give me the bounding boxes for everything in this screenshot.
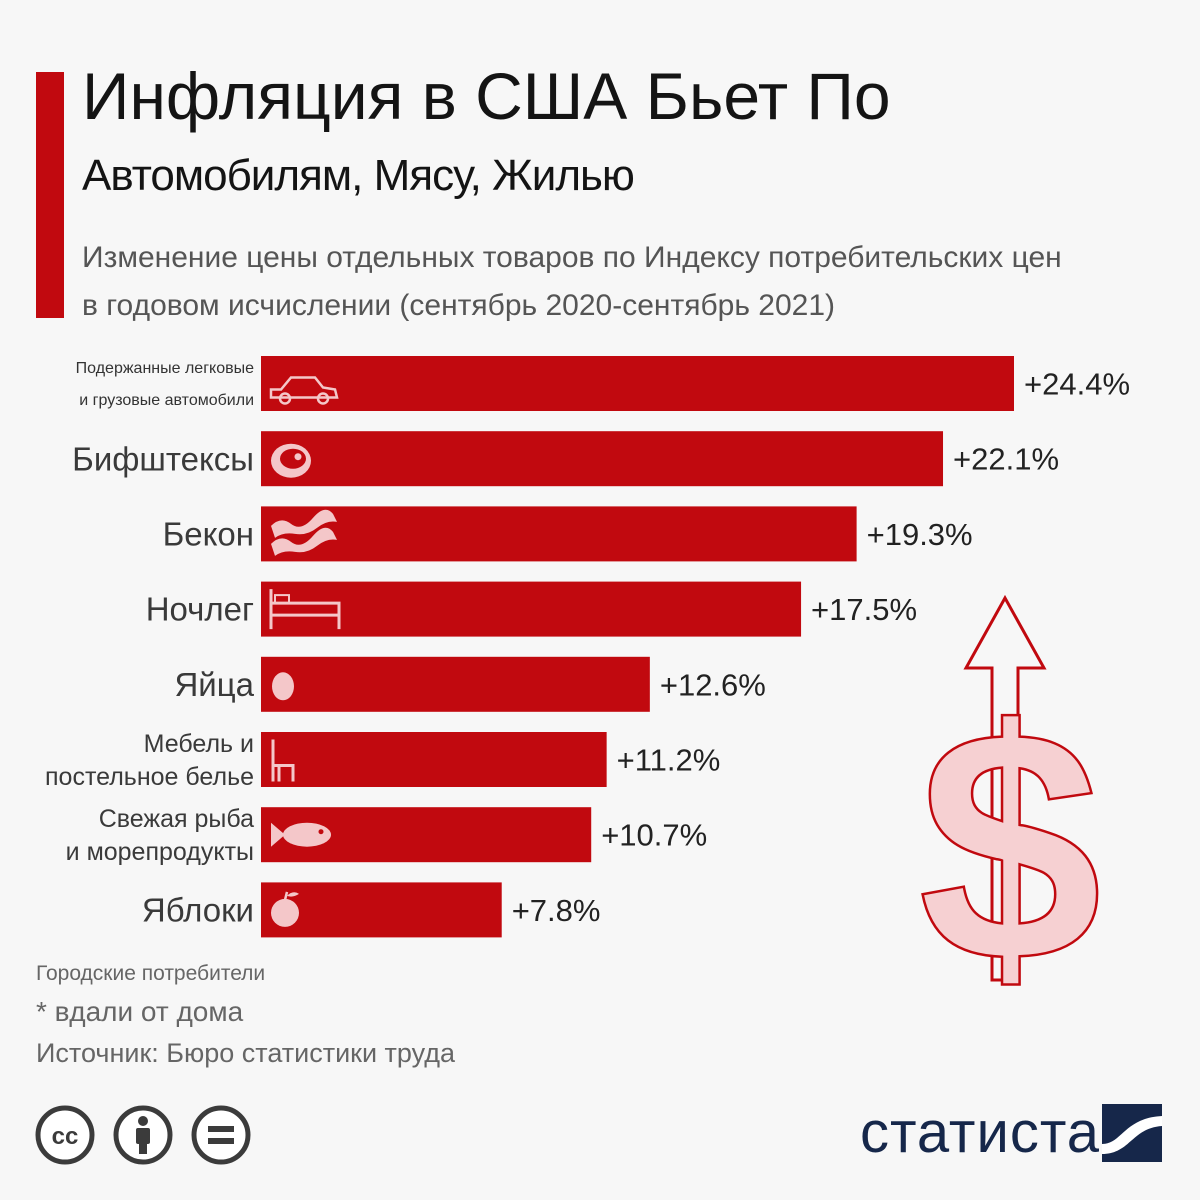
svg-text:cc: cc bbox=[52, 1123, 79, 1150]
car-icon bbox=[269, 376, 339, 405]
egg-icon bbox=[272, 672, 294, 701]
page-subtitle: Автомобилям, Мясу, Жилью bbox=[82, 151, 635, 200]
svg-text:$: $ bbox=[918, 661, 1102, 1030]
value-label: +19.3% bbox=[867, 517, 973, 552]
dollar-up-arrow-icon: $ bbox=[917, 594, 1103, 1031]
value-label: +11.2% bbox=[617, 743, 721, 778]
category-label: постельное белье bbox=[45, 763, 254, 791]
license-icons: cc bbox=[35, 1105, 251, 1165]
value-label: +17.5% bbox=[811, 592, 917, 627]
category-label: Яйца bbox=[174, 666, 254, 703]
category-label: Бекон bbox=[163, 515, 254, 552]
category-label: Свежая рыба bbox=[99, 805, 254, 833]
accent-bar bbox=[36, 72, 64, 318]
value-label: +12.6% bbox=[660, 667, 766, 702]
bar bbox=[261, 431, 944, 487]
value-label: +10.7% bbox=[601, 818, 707, 853]
footnote-urban: Городские потребители bbox=[36, 962, 266, 985]
apple-icon bbox=[271, 891, 299, 927]
statista-mark-icon bbox=[1102, 1104, 1163, 1162]
logo-text: статиста bbox=[860, 1100, 1101, 1165]
source-note: Источник: Бюро статистики труда bbox=[36, 1038, 456, 1068]
steak-icon bbox=[271, 443, 311, 478]
category-label: и грузовые автомобили bbox=[79, 392, 254, 409]
value-label: +24.4% bbox=[1024, 367, 1130, 402]
category-label: Ночлег bbox=[146, 591, 254, 628]
category-label: Яблоки bbox=[142, 891, 254, 928]
category-label: Бифштексы bbox=[72, 440, 254, 477]
bar bbox=[261, 356, 1014, 411]
statista-logo: статиста bbox=[860, 1100, 1163, 1165]
attribution-icon bbox=[113, 1105, 173, 1165]
bar bbox=[261, 882, 502, 938]
bed-icon bbox=[269, 589, 341, 630]
bar bbox=[261, 656, 650, 712]
category-label: Подержанные легковые bbox=[76, 360, 254, 377]
page-title: Инфляция в США Бьет По bbox=[82, 59, 891, 133]
bar bbox=[261, 732, 607, 787]
chair-icon bbox=[271, 739, 295, 782]
cc-icon: cc bbox=[35, 1105, 95, 1165]
category-label: Мебель и bbox=[144, 730, 254, 758]
footnote-lodging: * вдали от дома bbox=[36, 996, 244, 1027]
value-label: +22.1% bbox=[953, 442, 1059, 477]
bacon-icon bbox=[271, 509, 337, 556]
bar bbox=[261, 506, 857, 562]
value-label: +7.8% bbox=[512, 893, 601, 928]
no-derivatives-icon bbox=[191, 1105, 251, 1165]
chart-description: Изменение цены отдельных товаров по Инде… bbox=[82, 241, 1062, 322]
fish-icon bbox=[271, 822, 331, 847]
category-label: и морепродукты bbox=[66, 838, 254, 866]
bar bbox=[261, 581, 802, 637]
